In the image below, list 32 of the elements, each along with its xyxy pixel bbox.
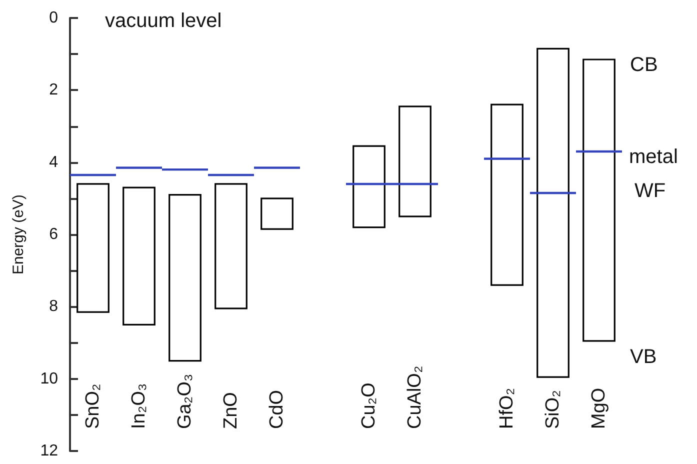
x-tick-label: CuAlO₂ <box>404 366 426 429</box>
text: CB <box>630 54 658 76</box>
x-tick-label: SiO₂ <box>542 390 564 429</box>
y-tick-label: 10 <box>40 370 58 388</box>
bar <box>490 104 524 286</box>
y-tick-label: 8 <box>49 298 58 316</box>
bar <box>398 106 432 218</box>
annotation: vacuum level <box>105 10 222 32</box>
y-axis-title: Energy (eV) <box>10 194 27 275</box>
x-tick-label: HfO₂ <box>496 388 518 429</box>
bar <box>168 194 202 362</box>
x-tick-label: SnO₂ <box>82 384 104 429</box>
x-tick-label: Ga₂O₃ <box>174 374 196 429</box>
y-tick-label: 0 <box>49 10 58 26</box>
x-tick-label: In₂O₃ <box>128 383 150 429</box>
bar <box>260 198 294 230</box>
bar <box>536 48 570 378</box>
bar <box>122 186 156 326</box>
bar <box>76 183 110 313</box>
bar <box>582 58 616 342</box>
text: VB <box>630 346 657 368</box>
y-tick-label: 12 <box>40 442 58 460</box>
x-tick-label: MgO <box>588 388 610 429</box>
bar <box>352 145 386 228</box>
x-tick-label: Cu₂O <box>358 382 380 429</box>
y-tick-label: 4 <box>49 154 58 171</box>
text: metal WF <box>629 146 678 202</box>
x-tick-label: ZnO <box>220 392 242 429</box>
y-tick-label: 2 <box>49 82 58 99</box>
bar <box>214 183 248 310</box>
y-tick-label: 6 <box>49 226 58 243</box>
x-tick-label: CdO <box>266 390 288 429</box>
